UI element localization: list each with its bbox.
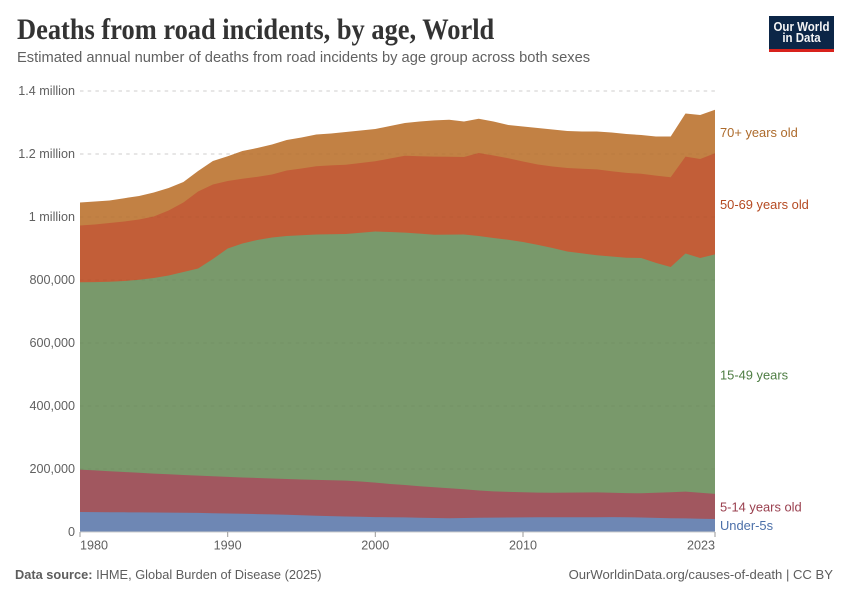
svg-text:800,000: 800,000 [29,273,75,287]
svg-text:2023: 2023 [687,539,715,553]
svg-text:200,000: 200,000 [29,462,75,476]
svg-text:600,000: 600,000 [29,336,75,350]
svg-text:0: 0 [68,525,75,539]
svg-text:5-14 years old: 5-14 years old [720,500,802,515]
svg-text:2000: 2000 [361,539,389,553]
svg-text:2010: 2010 [509,539,537,553]
svg-text:400,000: 400,000 [29,399,75,413]
svg-text:1990: 1990 [214,539,242,553]
svg-text:Under-5s: Under-5s [720,518,773,533]
svg-text:50-69 years old: 50-69 years old [720,197,809,212]
svg-text:1980: 1980 [80,539,108,553]
svg-text:1.4 million: 1.4 million [18,84,75,98]
svg-text:1.2 million: 1.2 million [18,147,75,161]
svg-text:1 million: 1 million [29,210,75,224]
svg-text:70+ years old: 70+ years old [720,125,798,140]
svg-text:15-49 years: 15-49 years [720,368,788,383]
